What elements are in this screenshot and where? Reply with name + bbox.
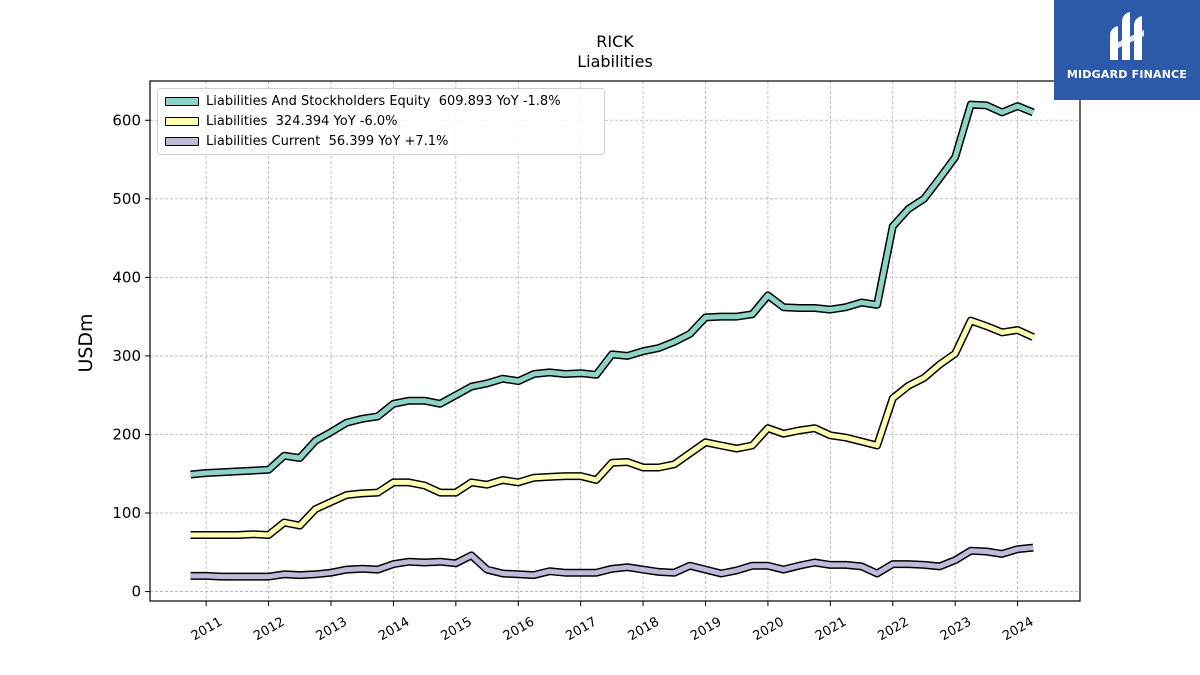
x-tick-label: 2013 (314, 615, 350, 645)
y-axis-label: USDm (75, 313, 97, 372)
legend-label-equity: Liabilities And Stockholders Equity 609.… (206, 93, 561, 109)
series-line-outline-0 (190, 100, 1035, 479)
logo-text: MIDGARD FINANCE (1066, 68, 1188, 81)
x-tick-label: 2012 (251, 615, 287, 645)
series-line-1 (190, 318, 1035, 538)
legend-swatch-current (165, 136, 199, 146)
legend-label-current: Liabilities Current 56.399 YoY +7.1% (206, 133, 449, 149)
y-tick-label: 600 (112, 111, 141, 129)
x-tick-label: 2024 (1000, 615, 1036, 645)
x-tick-label: 2017 (563, 615, 599, 645)
x-tick-label: 2019 (688, 615, 724, 645)
logo-mark-icon (1110, 12, 1144, 60)
y-tick-label: 0 (131, 583, 141, 601)
x-ticks: 2011 2012 2013 2014 2015 2016 2017 2018 2019 2020… (189, 601, 1036, 645)
x-tick-label: 2018 (626, 615, 662, 645)
x-tick-label: 2021 (813, 615, 849, 645)
chart-title: RICK (596, 32, 634, 51)
y-tick-label: 300 (112, 347, 141, 365)
plot-frame (149, 80, 1081, 602)
legend-item-current: Liabilities Current 56.399 YoY +7.1% (165, 132, 448, 150)
x-tick-label: 2022 (875, 615, 911, 645)
brand-logo: MIDGARD FINANCE (1054, 0, 1200, 100)
legend-label-liabilities: Liabilities 324.394 YoY -6.0% (206, 113, 398, 129)
x-tick-label: 2011 (189, 615, 225, 645)
legend-swatch-equity (165, 96, 199, 106)
legend-swatch-liabilities (165, 116, 199, 126)
y-ticks: 0 100 200 300 400 500 600 (112, 111, 150, 601)
y-tick-label: 400 (112, 268, 141, 286)
x-tick-label: 2015 (439, 615, 475, 645)
legend: Liabilities And Stockholders Equity 609.… (157, 88, 605, 155)
y-tick-label: 500 (112, 190, 141, 208)
chart-subtitle: Liabilities (577, 52, 653, 71)
x-tick-label: 2023 (938, 615, 974, 645)
x-tick-label: 2014 (376, 615, 412, 645)
legend-item-equity: Liabilities And Stockholders Equity 609.… (165, 92, 561, 110)
y-tick-label: 100 (112, 504, 141, 522)
y-tick-label: 200 (112, 425, 141, 443)
series-line-0 (190, 102, 1035, 477)
x-tick-label: 2016 (501, 615, 537, 645)
x-tick-label: 2020 (751, 615, 787, 645)
series-line-2 (190, 545, 1034, 580)
legend-item-liabilities: Liabilities 324.394 YoY -6.0% (165, 112, 398, 130)
series-layer (190, 100, 1035, 581)
